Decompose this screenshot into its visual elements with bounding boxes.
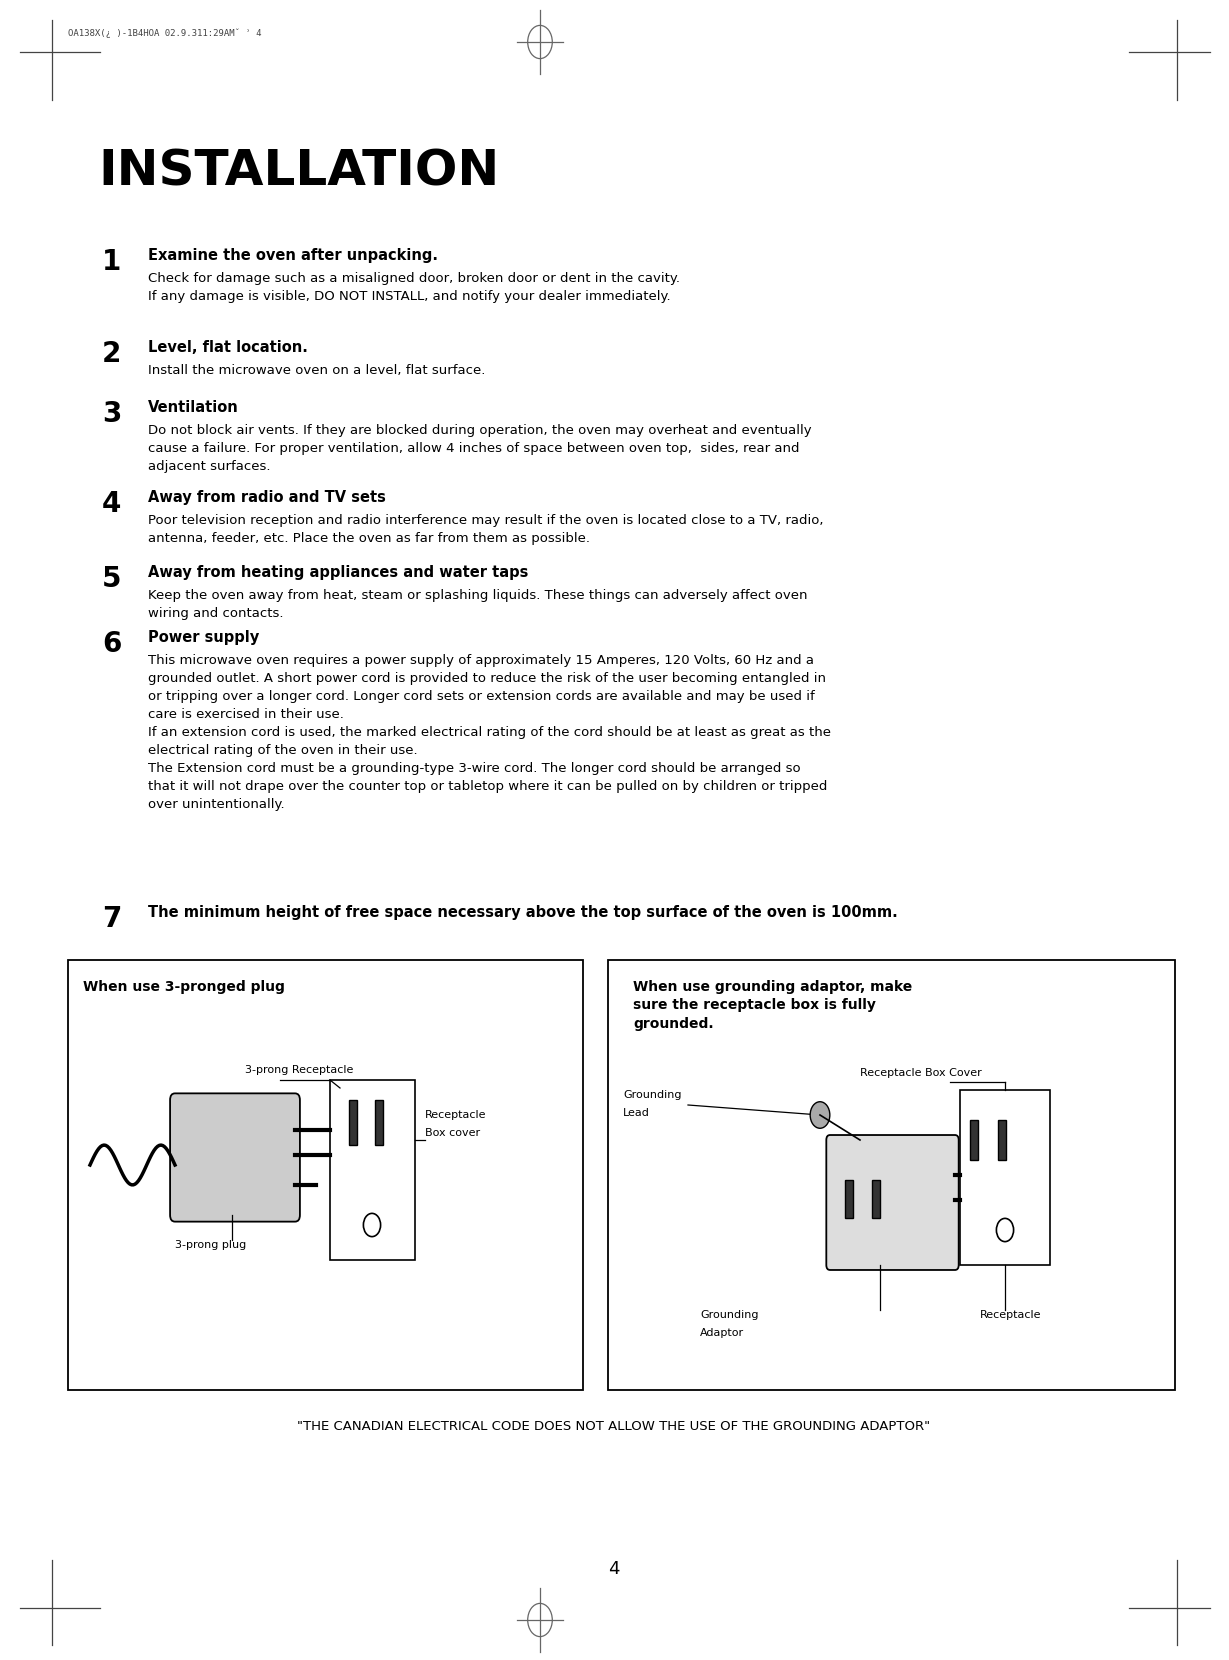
Bar [846,1180,853,1218]
Text: Receptacle: Receptacle [425,1111,487,1120]
Bar [998,1120,1007,1160]
Bar [608,959,1175,1389]
Text: 3: 3 [102,400,122,428]
Text: 3-prong Receptacle: 3-prong Receptacle [245,1066,354,1076]
Text: 4: 4 [102,490,122,518]
Text: Adaptor: Adaptor [701,1328,744,1338]
Text: Keep the oven away from heat, steam or splashing liquids. These things can adver: Keep the oven away from heat, steam or s… [147,589,807,603]
Circle shape [810,1102,830,1129]
Text: Level, flat location.: Level, flat location. [147,340,308,355]
Text: Power supply: Power supply [147,631,259,646]
Text: INSTALLATION: INSTALLATION [98,148,499,196]
Text: The minimum height of free space necessary above the top surface of the oven is : The minimum height of free space necessa… [147,905,897,920]
Text: When use 3-pronged plug: When use 3-pronged plug [84,979,285,994]
Text: 4: 4 [608,1560,619,1579]
Text: grounded outlet. A short power cord is provided to reduce the risk of the user b: grounded outlet. A short power cord is p… [147,672,826,686]
Bar [960,1091,1050,1265]
Text: wiring and contacts.: wiring and contacts. [147,608,284,619]
Text: Grounding: Grounding [623,1091,682,1101]
Text: 6: 6 [102,631,122,657]
Text: Examine the oven after unpacking.: Examine the oven after unpacking. [147,247,438,262]
Text: 5: 5 [102,564,122,593]
Text: 2: 2 [102,340,122,369]
Text: OA138X(¿ )-1B4HOA 02.9.311:29AMˇ ʾ 4: OA138X(¿ )-1B4HOA 02.9.311:29AMˇ ʾ 4 [68,28,262,38]
Text: When use grounding adaptor, make
sure the receptacle box is fully
grounded.: When use grounding adaptor, make sure th… [633,979,912,1031]
Text: Install the microwave oven on a level, flat surface.: Install the microwave oven on a level, f… [147,364,485,377]
Text: care is exercised in their use.: care is exercised in their use. [147,709,344,720]
Text: cause a failure. For proper ventilation, allow 4 inches of space between oven to: cause a failure. For proper ventilation,… [147,442,800,455]
Bar [375,1101,383,1145]
Bar [331,1081,415,1260]
Bar [349,1101,356,1145]
Text: The Extension cord must be a grounding-type 3-wire cord. The longer cord should : The Extension cord must be a grounding-t… [147,762,800,775]
Bar [68,959,583,1389]
Text: or tripping over a longer cord. Longer cord sets or extension cords are availabl: or tripping over a longer cord. Longer c… [147,691,815,702]
Text: Check for damage such as a misaligned door, broken door or dent in the cavity.: Check for damage such as a misaligned do… [147,272,680,286]
Text: Grounding: Grounding [701,1310,758,1320]
Text: Do not block air vents. If they are blocked during operation, the oven may overh: Do not block air vents. If they are bloc… [147,423,811,437]
Text: If any damage is visible, DO NOT INSTALL, and notify your dealer immediately.: If any damage is visible, DO NOT INSTALL… [147,290,671,304]
Text: Ventilation: Ventilation [147,400,238,415]
Text: 1: 1 [102,247,122,276]
Text: adjacent surfaces.: adjacent surfaces. [147,460,270,473]
Bar [873,1180,880,1218]
Bar [970,1120,978,1160]
Text: Receptacle Box Cover: Receptacle Box Cover [860,1067,982,1077]
Text: antenna, feeder, etc. Place the oven as far from them as possible.: antenna, feeder, etc. Place the oven as … [147,531,590,544]
Text: If an extension cord is used, the marked electrical rating of the cord should be: If an extension cord is used, the marked… [147,725,831,739]
Text: 7: 7 [102,905,122,933]
Text: Poor television reception and radio interference may result if the oven is locat: Poor television reception and radio inte… [147,515,823,526]
Text: Receptacle: Receptacle [980,1310,1041,1320]
Text: "THE CANADIAN ELECTRICAL CODE DOES NOT ALLOW THE USE OF THE GROUNDING ADAPTOR": "THE CANADIAN ELECTRICAL CODE DOES NOT A… [297,1419,930,1433]
Text: Lead: Lead [623,1107,650,1117]
FancyBboxPatch shape [170,1094,300,1222]
Text: electrical rating of the oven in their use.: electrical rating of the oven in their u… [147,744,418,757]
Text: This microwave oven requires a power supply of approximately 15 Amperes, 120 Vol: This microwave oven requires a power sup… [147,654,814,667]
Text: over unintentionally.: over unintentionally. [147,798,285,812]
Text: Away from radio and TV sets: Away from radio and TV sets [147,490,386,505]
FancyBboxPatch shape [826,1135,959,1270]
Text: Away from heating appliances and water taps: Away from heating appliances and water t… [147,564,528,579]
Text: that it will not drape over the counter top or tabletop where it can be pulled o: that it will not drape over the counter … [147,780,827,793]
Text: 3-prong plug: 3-prong plug [175,1240,246,1250]
Text: Box cover: Box cover [425,1129,481,1139]
